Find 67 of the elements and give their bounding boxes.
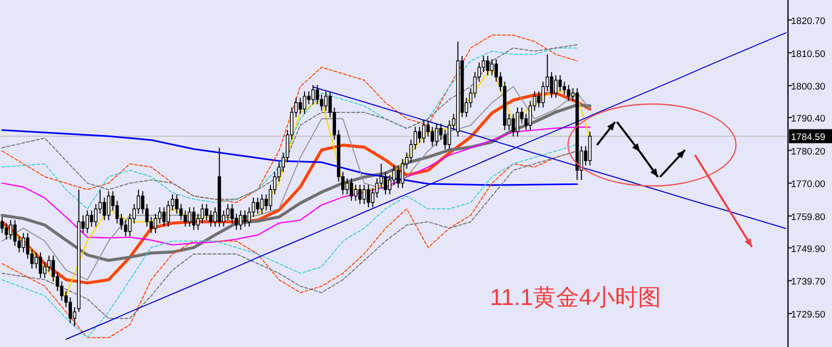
candlestick bbox=[243, 210, 247, 228]
y-tick-label: 1759.80 bbox=[791, 212, 826, 223]
candlestick bbox=[486, 56, 490, 76]
candlestick bbox=[302, 90, 306, 114]
candlestick bbox=[366, 184, 370, 208]
candlestick bbox=[8, 220, 12, 240]
candlestick bbox=[184, 210, 187, 228]
line-series bbox=[0, 103, 592, 262]
annotation: 11.1黄金4小时图 bbox=[490, 284, 661, 310]
candlestick bbox=[230, 204, 234, 224]
candlestick bbox=[384, 171, 388, 195]
candlestick bbox=[256, 197, 260, 214]
candlestick bbox=[354, 184, 358, 202]
candlestick bbox=[430, 126, 434, 147]
y-tick-label: 1820.70 bbox=[791, 16, 826, 27]
candlestick bbox=[512, 113, 515, 137]
line-series bbox=[1, 129, 578, 186]
ref-line-label: 1784.59 bbox=[791, 132, 826, 144]
y-tick-label: 1729.50 bbox=[791, 310, 826, 321]
line-series bbox=[66, 32, 786, 340]
candlestick bbox=[124, 220, 128, 237]
y-tick-label: 1800.30 bbox=[791, 82, 826, 93]
y-tick-label: 1770.00 bbox=[791, 179, 826, 190]
candlestick bbox=[396, 164, 400, 188]
candlestick bbox=[345, 178, 349, 195]
candlestick bbox=[106, 190, 110, 221]
candlestick bbox=[550, 72, 554, 98]
candlestick bbox=[554, 74, 558, 98]
candlestick bbox=[311, 84, 315, 105]
candlestick bbox=[204, 204, 208, 221]
candlestick bbox=[566, 84, 570, 102]
candlestick bbox=[350, 178, 354, 202]
candlestick bbox=[558, 74, 562, 92]
candlestick bbox=[371, 187, 374, 208]
candlestick bbox=[260, 194, 264, 214]
y-tick-label: 1810.50 bbox=[791, 48, 826, 60]
candlestick bbox=[238, 210, 242, 230]
candlestick bbox=[175, 194, 178, 214]
y-tick-label: 1739.70 bbox=[791, 276, 826, 288]
candlestick bbox=[358, 184, 362, 205]
candlestick bbox=[562, 81, 566, 96]
candlestick bbox=[22, 232, 26, 253]
candlestick bbox=[0, 216, 4, 234]
candlestick bbox=[192, 206, 196, 230]
candlestick bbox=[154, 213, 158, 234]
y-tick-label: 1790.40 bbox=[791, 113, 826, 124]
candlestick bbox=[400, 158, 404, 188]
candlestick bbox=[90, 210, 94, 228]
candlestick bbox=[162, 206, 166, 228]
candlestick bbox=[448, 120, 452, 150]
candlestick bbox=[316, 84, 320, 105]
candlestick bbox=[13, 220, 17, 246]
candlestick bbox=[166, 200, 170, 228]
candlestick bbox=[94, 204, 98, 228]
candlestick bbox=[188, 206, 192, 228]
candlestick bbox=[226, 204, 230, 221]
candlestick bbox=[102, 197, 106, 221]
candlestick bbox=[298, 97, 302, 114]
candlestick bbox=[324, 90, 328, 112]
candlestick bbox=[434, 123, 438, 147]
candlestick bbox=[209, 210, 213, 228]
candlestick bbox=[490, 58, 494, 76]
candlestick bbox=[68, 296, 72, 324]
candlestick bbox=[4, 222, 8, 240]
candlestick bbox=[516, 107, 520, 137]
y-tick-label: 1780.20 bbox=[791, 146, 826, 158]
y-tick-label: 1749.90 bbox=[791, 244, 826, 255]
